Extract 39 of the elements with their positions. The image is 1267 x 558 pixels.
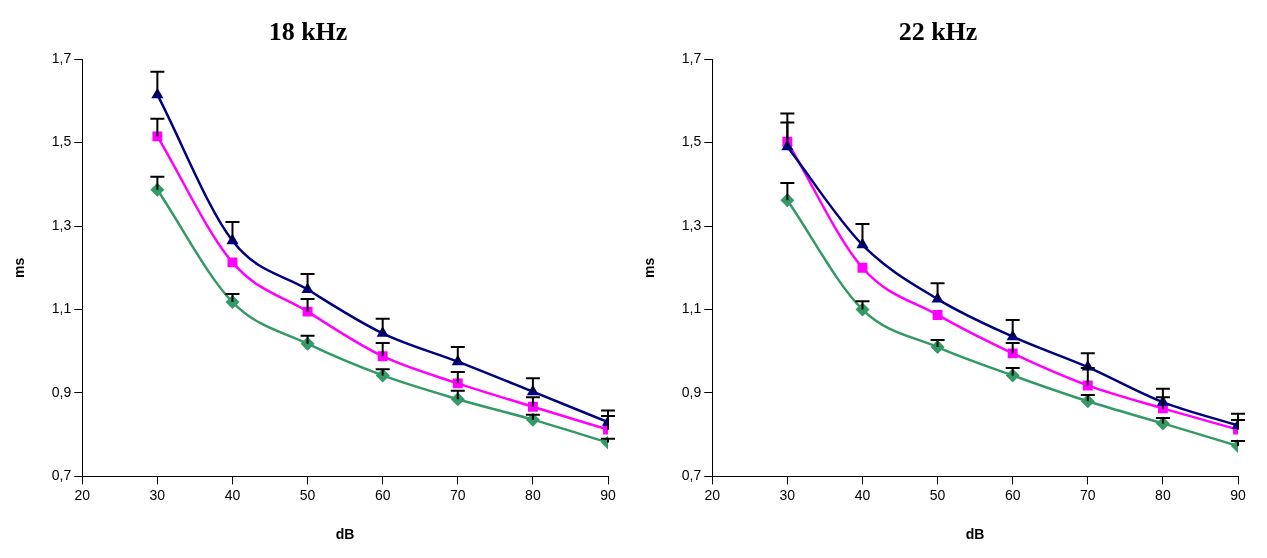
y-tick-label: 1,3: [681, 216, 702, 233]
x-axis-title: dB: [965, 526, 985, 543]
x-tick-label: 40: [224, 486, 241, 503]
x-tick-label: 70: [1080, 486, 1096, 503]
point: [527, 401, 538, 412]
x-tick-label: 50: [299, 486, 316, 503]
y-tick-label: 1,7: [51, 50, 72, 67]
y-tick-label: 0,9: [681, 383, 702, 400]
x-tick-label: 20: [704, 486, 721, 503]
chart-title: 22 kHz: [898, 17, 978, 47]
x-tick-label: 40: [854, 486, 871, 503]
x-tick-label: 30: [149, 486, 166, 503]
y-tick-label: 1,3: [51, 216, 72, 233]
x-tick-label: 80: [525, 486, 541, 503]
chart-title: 18 kHz: [268, 17, 348, 47]
y-tick-label: 1,7: [681, 50, 702, 67]
x-tick-label: 50: [929, 486, 946, 503]
x-tick-label: 70: [450, 486, 466, 503]
x-tick-label: 90: [1230, 486, 1246, 503]
point: [857, 262, 868, 273]
x-tick-label: 60: [1004, 486, 1021, 503]
x-tick-label: 80: [1155, 486, 1171, 503]
y-tick-label: 0,9: [51, 383, 72, 400]
point: [452, 378, 463, 389]
y-tick-label: 0,7: [681, 467, 702, 484]
point: [227, 257, 238, 268]
y-axis-title: ms: [641, 257, 658, 278]
x-tick-label: 60: [374, 486, 391, 503]
y-tick-label: 1,1: [681, 300, 702, 317]
x-tick-label: 90: [600, 486, 616, 503]
x-axis-title: dB: [335, 526, 355, 543]
y-tick-label: 1,1: [51, 300, 72, 317]
point: [932, 309, 943, 320]
x-tick-label: 30: [779, 486, 796, 503]
y-tick-label: 1,5: [51, 133, 72, 150]
y-tick-label: 0,7: [51, 467, 72, 484]
x-tick-label: 20: [74, 486, 91, 503]
y-axis-title: ms: [11, 257, 28, 278]
y-tick-label: 1,5: [681, 133, 702, 150]
